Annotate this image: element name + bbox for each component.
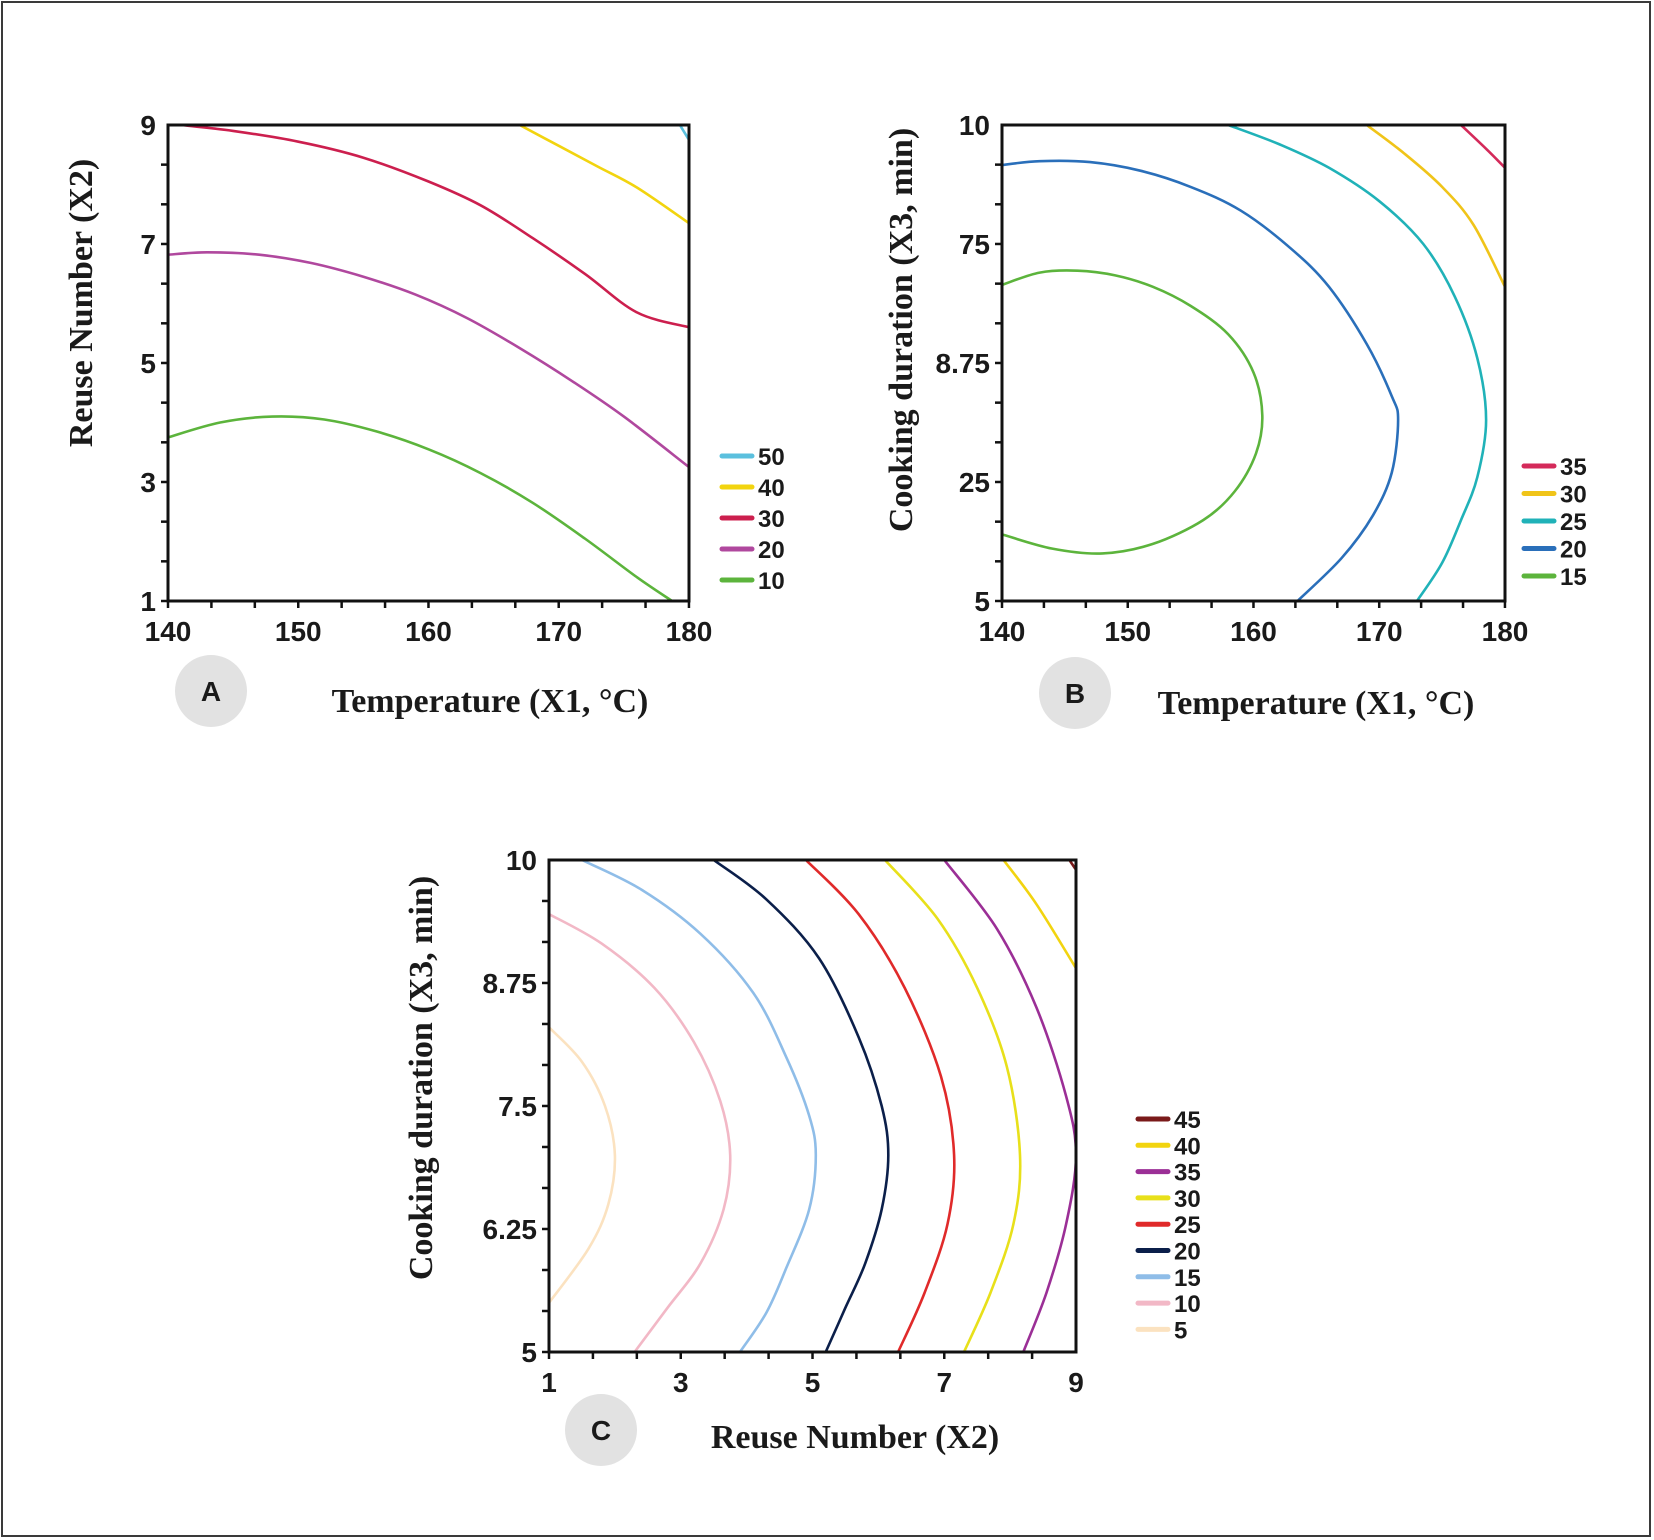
panel-label: B — [1065, 678, 1085, 709]
legend-label: 30 — [758, 506, 785, 533]
contour-line-5 — [549, 1026, 617, 1305]
x-tick-label: 180 — [666, 616, 713, 647]
y-tick-label: 8.75 — [936, 348, 991, 379]
panel-label: A — [201, 676, 221, 707]
x-tick-label: 170 — [535, 616, 582, 647]
legend: 50 40 30 20 10 — [719, 444, 785, 595]
legend-label: 25 — [1174, 1212, 1201, 1239]
contour-line-30 — [883, 860, 1022, 1352]
y-tick-label: 7 — [140, 229, 156, 260]
legend-label: 30 — [1560, 482, 1587, 509]
x-tick-label: 9 — [1068, 1367, 1084, 1398]
legend-label: 50 — [758, 444, 785, 471]
legend-label: 30 — [1174, 1186, 1201, 1213]
legend-label: 20 — [1174, 1239, 1201, 1266]
plot-area — [168, 125, 689, 601]
legend-label: 35 — [1174, 1160, 1201, 1187]
axis-ticks — [995, 163, 1507, 608]
plot-area — [1002, 125, 1505, 601]
contour-line-35 — [943, 860, 1076, 1352]
y-tick-label: 75 — [959, 229, 990, 260]
legend-label: 15 — [1174, 1265, 1201, 1292]
contour-line-10 — [549, 912, 732, 1352]
contour-line-10 — [168, 415, 674, 601]
panel-b: 140 150 160 170 180 5 25 8.75 75 10 Temperature (X… — [883, 110, 1587, 729]
contour-line-25 — [1227, 125, 1488, 601]
contour-lines — [168, 125, 689, 601]
legend-label: 45 — [1174, 1107, 1201, 1134]
legend-label: 10 — [758, 568, 785, 595]
y-tick-label: 6.25 — [483, 1214, 538, 1245]
contour-line-25 — [804, 860, 956, 1352]
contour-line-20 — [168, 250, 689, 469]
contour-line-40 — [518, 125, 689, 225]
y-tick-label: 5 — [140, 348, 156, 379]
y-tick-label: 10 — [506, 845, 537, 876]
contour-lines — [549, 860, 1076, 1352]
y-tick-label: 7.5 — [498, 1091, 537, 1122]
x-tick-label: 140 — [145, 616, 192, 647]
legend-label: 10 — [1174, 1291, 1201, 1318]
plot-area — [549, 860, 1076, 1352]
panel-a: 140 150 160 170 180 1 3 5 7 9 Temperature (X1, °C)… — [63, 110, 785, 727]
panel-label-badge — [1039, 657, 1111, 729]
x-tick-label: 150 — [275, 616, 322, 647]
legend-label: 20 — [1560, 537, 1587, 564]
contour-line-35 — [1459, 125, 1505, 170]
x-tick-label: 140 — [979, 616, 1026, 647]
legend-label: 25 — [1560, 509, 1587, 536]
contour-line-30 — [1365, 125, 1505, 289]
legend-label: 40 — [1174, 1133, 1201, 1160]
legend-label: 35 — [1560, 454, 1587, 481]
contour-line-15 — [580, 860, 818, 1352]
axis-ticks — [161, 163, 691, 608]
axis-ticks — [542, 899, 1034, 1359]
legend-label: 5 — [1174, 1317, 1187, 1344]
legend-label: 40 — [758, 475, 785, 502]
panel-label-badge — [175, 655, 247, 727]
y-axis-title: Cooking duration (X3, min) — [403, 876, 440, 1280]
y-tick-label: 5 — [974, 586, 990, 617]
y-tick-label: 5 — [521, 1337, 537, 1368]
contour-lines — [1002, 125, 1505, 601]
y-axis-title: Reuse Number (X2) — [63, 159, 100, 447]
panel-label: C — [591, 1415, 611, 1446]
contour-line-15 — [1002, 269, 1264, 555]
x-tick-label: 170 — [1356, 616, 1403, 647]
y-tick-label: 3 — [140, 467, 156, 498]
x-tick-label: 5 — [805, 1367, 821, 1398]
x-axis-title: Temperature (X1, °C) — [332, 683, 649, 720]
x-tick-label: 160 — [1230, 616, 1277, 647]
x-tick-label: 180 — [1482, 616, 1529, 647]
y-tick-label: 1 — [140, 586, 156, 617]
legend-label: 20 — [758, 537, 785, 564]
y-tick-label: 9 — [140, 110, 156, 141]
y-tick-label: 25 — [959, 467, 990, 498]
contour-line-30 — [179, 125, 689, 329]
panel-label-badge — [565, 1394, 637, 1466]
x-tick-label: 160 — [405, 616, 452, 647]
y-tick-label: 10 — [959, 110, 990, 141]
x-tick-label: 7 — [936, 1367, 952, 1398]
contour-line-20 — [712, 860, 890, 1352]
x-tick-label: 150 — [1104, 616, 1151, 647]
x-tick-label: 3 — [673, 1367, 689, 1398]
y-tick-label: 8.75 — [483, 968, 538, 999]
x-tick-label: 1 — [541, 1367, 557, 1398]
contour-line-20 — [1002, 159, 1400, 601]
legend-label: 15 — [1560, 564, 1587, 591]
contour-line-40 — [1002, 860, 1076, 970]
y-axis-title: Cooking duration (X3, min) — [883, 128, 920, 532]
x-axis-title: Temperature (X1, °C) — [1158, 685, 1475, 722]
x-axis-title: Reuse Number (X2) — [711, 1419, 999, 1456]
